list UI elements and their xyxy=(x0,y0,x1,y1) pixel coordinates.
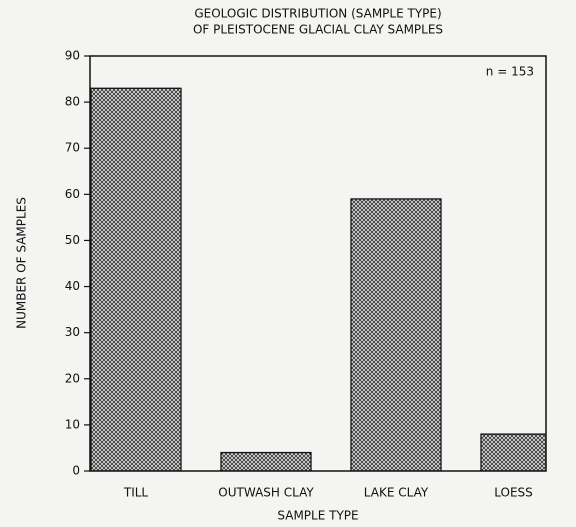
x-tick-label: OUTWASH CLAY xyxy=(218,486,314,500)
y-tick-label: 60 xyxy=(65,187,80,201)
annotation: n = 153 xyxy=(486,65,534,79)
y-tick-label: 30 xyxy=(65,325,80,339)
y-tick-label: 20 xyxy=(65,371,80,385)
bars xyxy=(90,87,546,471)
y-tick-label: 70 xyxy=(65,141,80,155)
bar xyxy=(350,198,442,471)
bar xyxy=(480,433,546,471)
plot-frame xyxy=(89,55,547,472)
y-tick-label: 90 xyxy=(65,49,80,63)
x-axis-label: SAMPLE TYPE xyxy=(277,509,358,523)
y-tick-label: 40 xyxy=(65,279,80,293)
chart-title-line: OF PLEISTOCENE GLACIAL CLAY SAMPLES xyxy=(193,23,443,37)
y-tick-label: 0 xyxy=(72,464,80,478)
y-tick-label: 80 xyxy=(65,95,80,109)
bar xyxy=(220,451,312,471)
y-tick-label: 10 xyxy=(65,417,80,431)
x-tick-label: LAKE CLAY xyxy=(364,486,429,500)
y-axis-label: NUMBER OF SAMPLES xyxy=(15,197,29,329)
x-tick-label: TILL xyxy=(123,486,149,500)
y-tick-label: 50 xyxy=(65,233,80,247)
bar xyxy=(90,87,182,471)
x-tick-label: LOESS xyxy=(494,486,533,500)
chart-title-line: GEOLOGIC DISTRIBUTION (SAMPLE TYPE) xyxy=(194,7,441,21)
